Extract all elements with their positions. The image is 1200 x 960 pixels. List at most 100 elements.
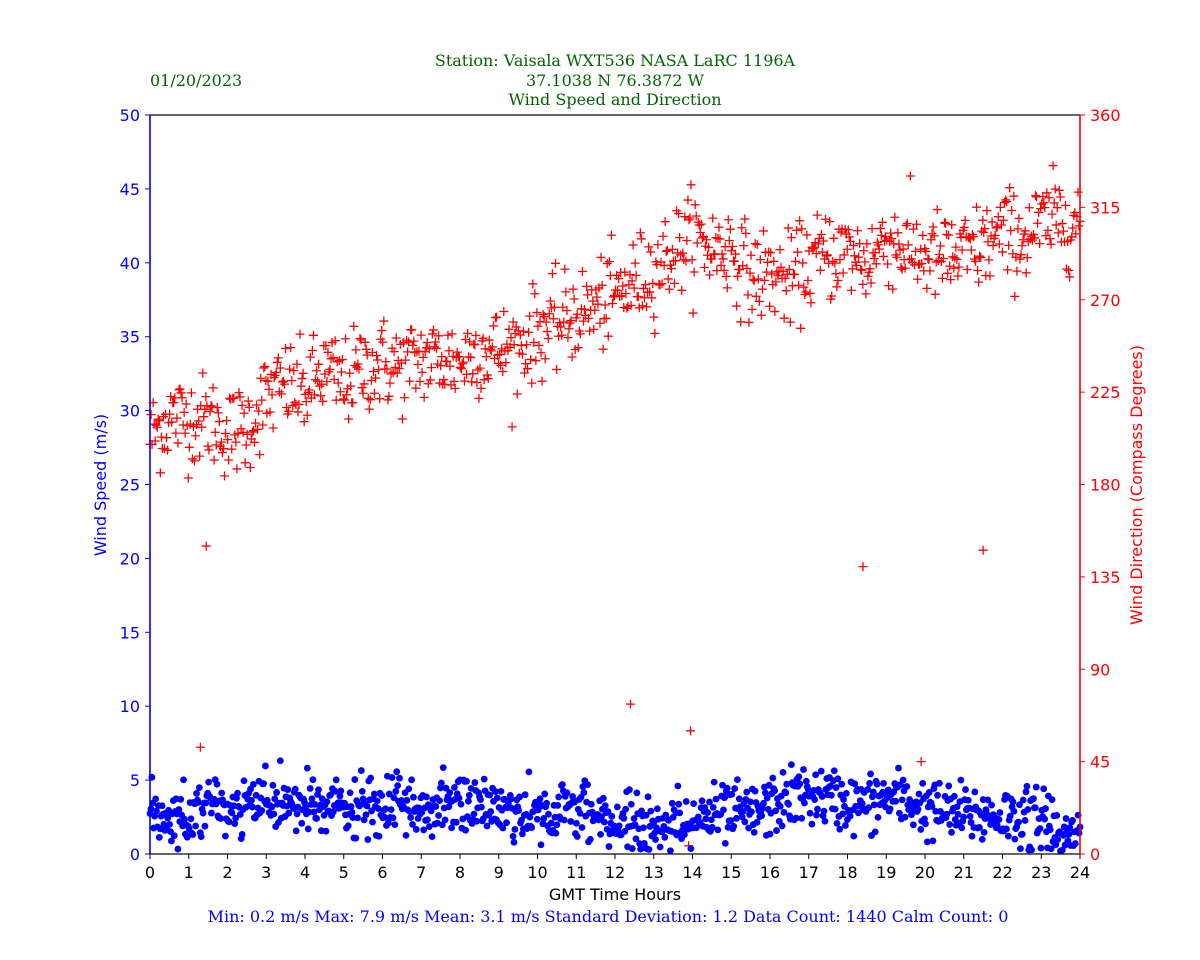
speed-point bbox=[604, 808, 612, 816]
direction-point bbox=[299, 417, 309, 427]
speed-point bbox=[747, 808, 755, 816]
direction-point bbox=[572, 309, 582, 319]
direction-point bbox=[485, 344, 495, 354]
y2-tick-label: 225 bbox=[1090, 383, 1121, 402]
speed-point bbox=[403, 796, 411, 804]
direction-point bbox=[641, 280, 651, 290]
direction-point bbox=[530, 289, 540, 299]
speed-point bbox=[285, 809, 293, 817]
direction-point bbox=[244, 402, 254, 412]
direction-point bbox=[295, 329, 305, 339]
speed-point bbox=[425, 823, 433, 830]
speed-point bbox=[424, 816, 431, 824]
direction-point bbox=[533, 321, 543, 331]
speed-point bbox=[795, 773, 803, 781]
direction-point bbox=[676, 250, 686, 260]
direction-point bbox=[223, 435, 233, 445]
direction-point bbox=[652, 260, 662, 270]
direction-point bbox=[507, 422, 517, 432]
direction-point bbox=[749, 276, 759, 286]
direction-point bbox=[281, 343, 291, 353]
direction-point bbox=[316, 391, 326, 401]
speed-point bbox=[1011, 835, 1019, 843]
direction-point bbox=[996, 220, 1006, 230]
direction-point bbox=[853, 226, 863, 236]
direction-point bbox=[849, 251, 859, 261]
speed-point bbox=[980, 828, 988, 836]
speed-point bbox=[1017, 845, 1024, 853]
direction-point bbox=[861, 289, 871, 299]
direction-point bbox=[743, 290, 753, 300]
direction-point bbox=[928, 222, 938, 232]
direction-point bbox=[305, 352, 315, 362]
speed-point bbox=[405, 785, 413, 793]
speed-point bbox=[306, 785, 314, 792]
direction-point bbox=[496, 360, 506, 370]
speed-point bbox=[708, 823, 716, 831]
direction-point bbox=[908, 224, 918, 234]
direction-point bbox=[691, 211, 701, 221]
direction-point bbox=[715, 234, 725, 244]
speed-point bbox=[871, 828, 879, 836]
speed-point bbox=[813, 811, 820, 819]
direction-point bbox=[675, 233, 685, 243]
speed-point bbox=[720, 806, 727, 814]
direction-point bbox=[785, 317, 795, 327]
direction-point bbox=[528, 279, 538, 289]
speed-point bbox=[387, 806, 395, 814]
direction-point bbox=[279, 379, 289, 389]
speed-point bbox=[960, 813, 968, 821]
direction-point bbox=[682, 236, 692, 246]
speed-point bbox=[439, 764, 447, 771]
direction-point bbox=[924, 255, 934, 265]
x-tick-label: 23 bbox=[1031, 863, 1051, 882]
x-tick-label: 11 bbox=[566, 863, 586, 882]
speed-point bbox=[381, 813, 388, 821]
direction-point bbox=[237, 400, 247, 410]
direction-point bbox=[844, 232, 854, 242]
direction-point bbox=[1001, 195, 1011, 205]
speed-point bbox=[382, 805, 389, 813]
x-tick-label: 6 bbox=[377, 863, 387, 882]
speed-point bbox=[151, 812, 159, 820]
speed-point bbox=[516, 793, 523, 801]
direction-point bbox=[478, 333, 488, 343]
speed-point bbox=[378, 792, 386, 799]
speed-point bbox=[763, 794, 771, 802]
direction-point bbox=[331, 395, 341, 405]
y2-tick-label: 90 bbox=[1090, 660, 1110, 679]
direction-point bbox=[972, 202, 982, 212]
direction-point bbox=[650, 328, 660, 338]
speed-point bbox=[518, 830, 526, 838]
direction-point bbox=[509, 340, 519, 350]
speed-point bbox=[389, 814, 397, 822]
direction-point bbox=[277, 377, 287, 387]
direction-point bbox=[234, 388, 244, 398]
speed-point bbox=[423, 793, 430, 801]
direction-point bbox=[189, 456, 199, 466]
direction-point bbox=[947, 220, 957, 230]
direction-point bbox=[1039, 198, 1049, 208]
direction-point bbox=[918, 230, 928, 240]
direction-point bbox=[471, 330, 481, 340]
speed-point bbox=[676, 809, 684, 817]
direction-point bbox=[984, 255, 994, 265]
direction-point bbox=[1040, 203, 1050, 213]
speed-point bbox=[260, 780, 267, 788]
speed-point bbox=[1009, 798, 1017, 806]
speed-point bbox=[773, 827, 780, 834]
speed-point bbox=[886, 805, 894, 813]
direction-point bbox=[729, 256, 739, 266]
direction-point bbox=[239, 408, 249, 418]
direction-point bbox=[912, 219, 922, 229]
direction-point bbox=[560, 264, 570, 274]
speed-point bbox=[455, 794, 463, 802]
speed-point bbox=[499, 824, 507, 832]
direction-point bbox=[296, 381, 306, 391]
direction-point bbox=[411, 383, 421, 393]
speed-point bbox=[978, 835, 986, 843]
direction-point bbox=[427, 329, 437, 339]
speed-point bbox=[1060, 823, 1068, 831]
direction-point bbox=[771, 277, 781, 287]
direction-point bbox=[176, 388, 186, 398]
